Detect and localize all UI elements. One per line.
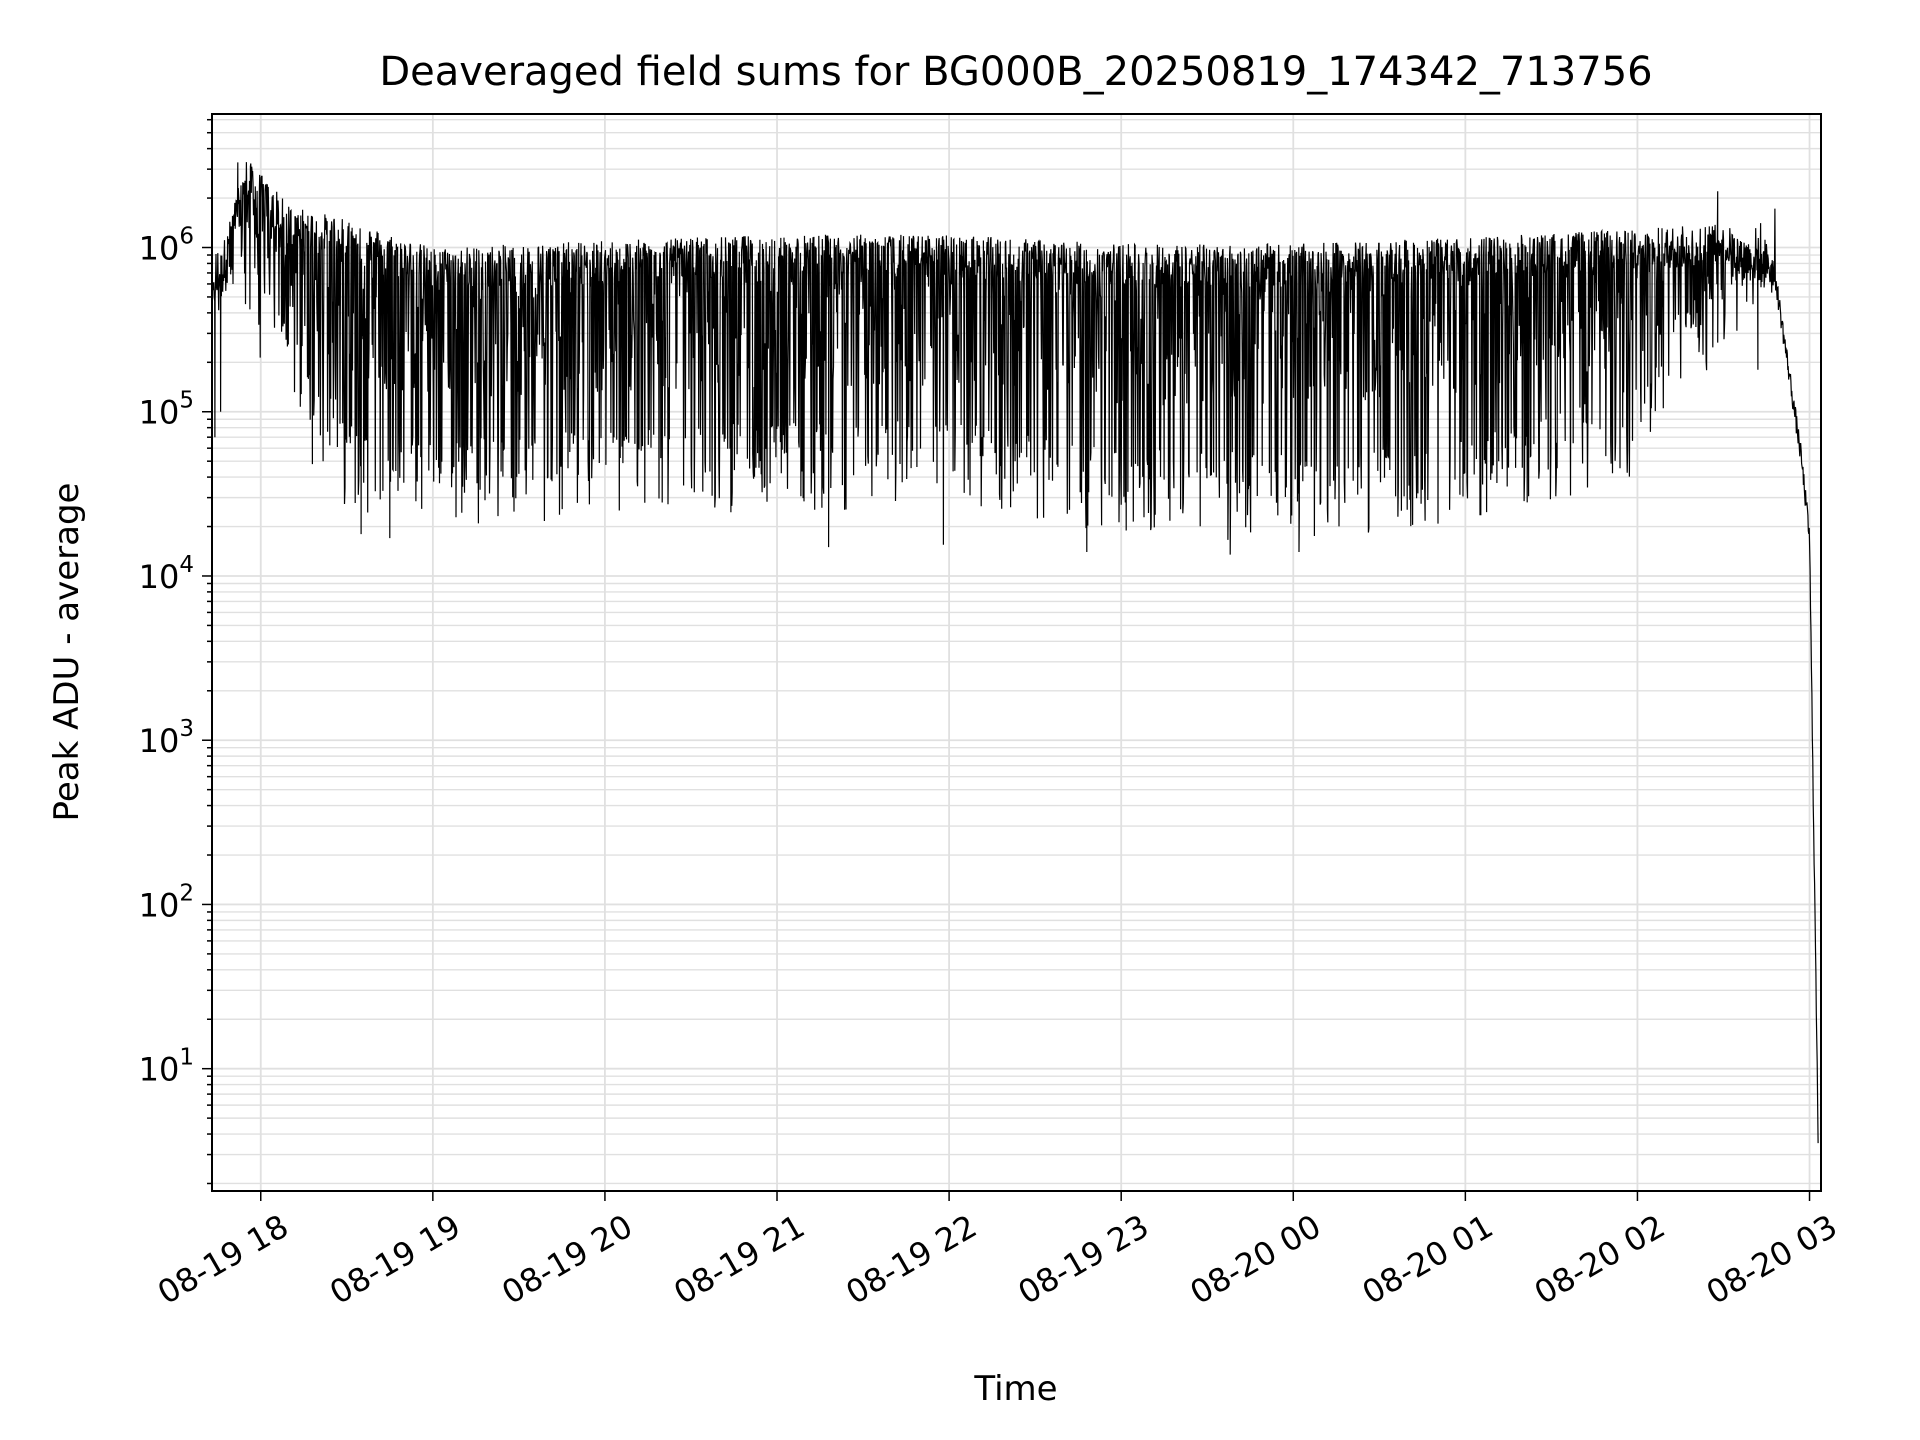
y-axis: 101 102 103 104 105 106 (139, 118, 212, 1185)
y-axis-label: Peak ADU - average (47, 483, 87, 822)
plot-area-frame (211, 113, 1822, 1192)
x-tick-label: 08-19 20 (495, 1207, 639, 1312)
x-tick-label: 08-19 22 (840, 1207, 984, 1312)
x-tick-label: 08-19 23 (1012, 1207, 1156, 1312)
y-tick-label: 102 (139, 880, 194, 924)
x-tick-label: 08-19 21 (667, 1207, 811, 1312)
y-tick-label: 104 (139, 552, 194, 596)
x-axis: 08-19 18 08-19 19 08-19 20 08-19 21 08-19 22… (151, 1191, 1844, 1312)
y-tick-label: 103 (139, 716, 194, 760)
x-tick-label: 08-20 00 (1184, 1207, 1328, 1312)
x-tick-label: 08-19 19 (323, 1207, 467, 1312)
data-layer (212, 162, 1819, 1144)
x-tick-label: 08-20 02 (1528, 1207, 1672, 1312)
chart-title: Deaveraged field sums for BG000B_2025081… (379, 49, 1652, 95)
x-tick-label: 08-20 03 (1700, 1207, 1844, 1312)
x-tick-label: 08-20 01 (1356, 1207, 1500, 1312)
y-tick-label: 106 (139, 224, 194, 268)
y-tick-label: 105 (139, 388, 194, 432)
x-axis-label: Time (973, 1369, 1057, 1409)
series-line (212, 162, 1819, 1144)
x-tick-label: 08-19 18 (151, 1207, 295, 1312)
y-tick-label: 101 (139, 1045, 194, 1089)
